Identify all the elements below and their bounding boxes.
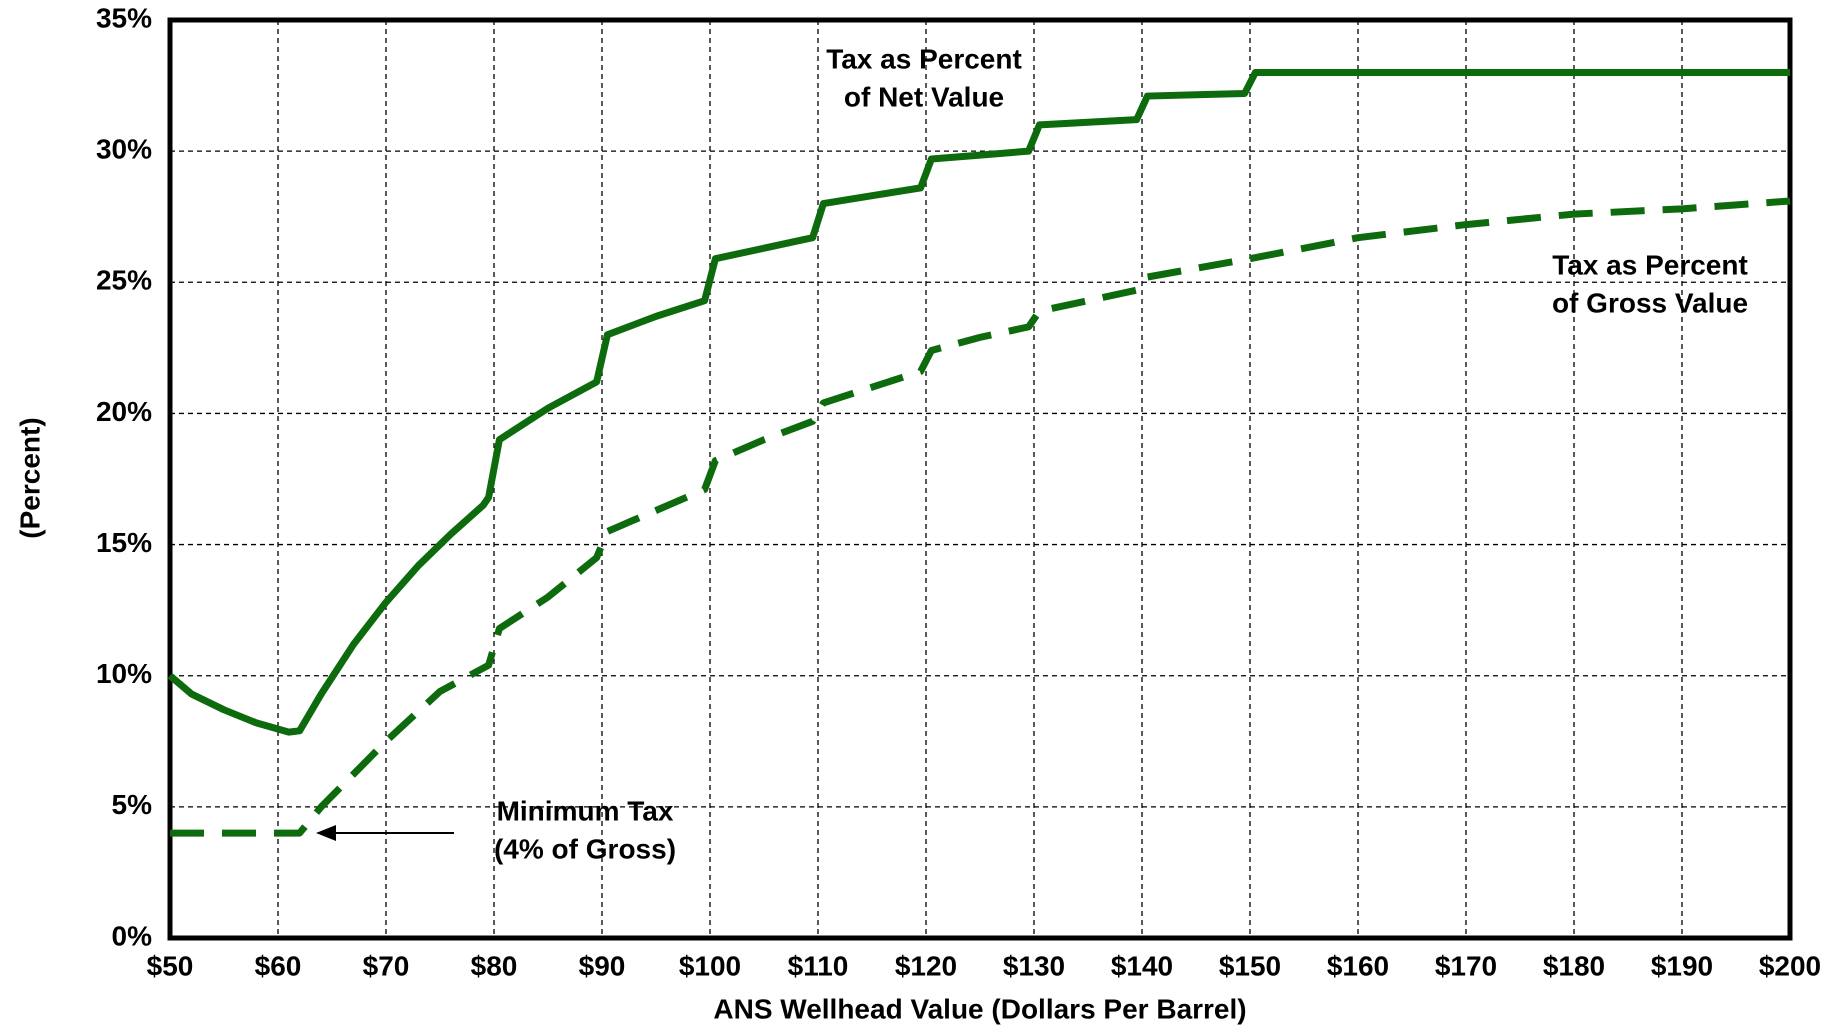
x-tick-label: $200 <box>1759 950 1821 981</box>
y-tick-label: 5% <box>112 789 153 820</box>
x-tick-label: $90 <box>579 950 626 981</box>
annotation: of Gross Value <box>1552 287 1748 318</box>
x-tick-label: $70 <box>363 950 410 981</box>
plot-frame <box>167 17 1793 941</box>
y-tick-label: 20% <box>96 396 152 427</box>
x-tick-label: $110 <box>788 950 849 981</box>
x-tick-label: $190 <box>1651 950 1713 981</box>
y-tick-label: 0% <box>112 920 153 951</box>
y-axis-label: (Percent) <box>14 417 45 538</box>
x-tick-label: $100 <box>679 950 741 981</box>
x-tick-label: $120 <box>895 950 957 981</box>
annotation: Minimum Tax <box>497 795 674 826</box>
x-tick-label: $50 <box>147 950 194 981</box>
x-tick-label: $150 <box>1219 950 1281 981</box>
x-tick-label: $140 <box>1111 950 1173 981</box>
annotation: Tax as Percent <box>826 43 1022 74</box>
y-tick-label: 10% <box>96 658 152 689</box>
y-tick-label: 35% <box>96 2 152 33</box>
annotation: (4% of Gross) <box>494 833 676 864</box>
x-tick-label: $180 <box>1543 950 1605 981</box>
y-tick-label: 15% <box>96 527 152 558</box>
x-tick-label: $170 <box>1435 950 1497 981</box>
y-tick-label: 30% <box>96 134 152 165</box>
series-line <box>170 197 1791 837</box>
series-line <box>167 68 1790 736</box>
x-tick-label: $130 <box>1003 950 1065 981</box>
x-tick-label: $60 <box>255 950 302 981</box>
y-tick-label: 25% <box>96 265 152 296</box>
x-tick-label: $160 <box>1327 950 1389 981</box>
x-tick-label: $80 <box>471 950 518 981</box>
annotation: of Net Value <box>844 81 1004 112</box>
annotation: Tax as Percent <box>1552 249 1748 280</box>
x-axis-label: ANS Wellhead Value (Dollars Per Barrel) <box>713 993 1246 1024</box>
